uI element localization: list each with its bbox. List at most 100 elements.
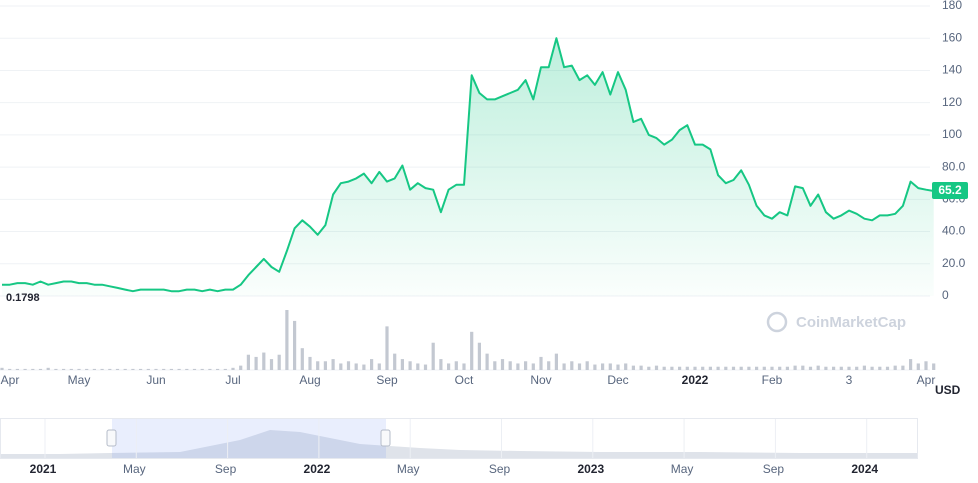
volume-bar bbox=[462, 363, 466, 370]
volume-bar bbox=[62, 368, 66, 370]
volume-bar bbox=[339, 363, 343, 370]
volume-bar bbox=[739, 366, 743, 370]
volume-bar bbox=[269, 359, 274, 370]
x-tick-label: May bbox=[68, 373, 91, 387]
volume-bar bbox=[916, 363, 920, 370]
volume-bar bbox=[878, 366, 882, 370]
volume-bar bbox=[870, 366, 874, 370]
watermark-text: CoinMarketCap bbox=[796, 314, 906, 331]
y-tick-label: 160 bbox=[942, 30, 962, 44]
min-label: 0.1798 bbox=[6, 292, 40, 304]
volume-bar bbox=[708, 366, 712, 370]
x-tick-label: Jul bbox=[225, 373, 240, 387]
y-tick-label: 0 bbox=[942, 288, 949, 302]
volume-bar bbox=[439, 359, 443, 370]
volume-bar bbox=[23, 368, 27, 370]
volume-bar bbox=[239, 365, 243, 370]
navigator-handle[interactable] bbox=[106, 429, 117, 447]
volume-bar bbox=[608, 363, 612, 370]
navigator-label: 2023 bbox=[577, 462, 604, 476]
volume-bar bbox=[539, 356, 543, 370]
price-line bbox=[2, 37, 934, 293]
volume-bar bbox=[123, 368, 127, 370]
volume-bar bbox=[185, 368, 189, 370]
x-tick-label: Oct bbox=[455, 373, 474, 387]
volume-bar bbox=[54, 368, 58, 370]
volume-bar bbox=[0, 367, 4, 370]
x-tick-label: Sep bbox=[376, 373, 398, 387]
volume-bar bbox=[932, 363, 936, 370]
volume-bar bbox=[223, 368, 227, 370]
volume-bar bbox=[593, 364, 597, 370]
volume-bar bbox=[293, 320, 297, 370]
volume-bar bbox=[624, 363, 628, 370]
x-tick-label: Aug bbox=[299, 373, 320, 387]
volume-bar bbox=[323, 361, 327, 370]
volume-bar bbox=[154, 368, 158, 370]
volume-bar bbox=[277, 354, 281, 370]
volume-bar bbox=[470, 331, 474, 370]
x-tick-label: Apr bbox=[917, 373, 936, 387]
volume-bar bbox=[924, 361, 928, 370]
navigator-label: 2022 bbox=[304, 462, 331, 476]
volume-bar bbox=[408, 361, 412, 370]
volume-bar bbox=[231, 367, 235, 370]
volume-bar bbox=[377, 363, 381, 370]
volume-bar bbox=[115, 368, 120, 370]
volume-bar bbox=[431, 342, 435, 370]
y-tick-label: 120 bbox=[942, 95, 962, 109]
y-tick-label: 20.0 bbox=[942, 256, 966, 270]
navigator-label: Sep bbox=[489, 462, 511, 476]
x-tick-label: Dec bbox=[607, 373, 628, 387]
volume-bar bbox=[131, 368, 135, 370]
volume-bar bbox=[778, 366, 782, 370]
volume-bar bbox=[331, 359, 335, 370]
volume-bar bbox=[631, 365, 635, 370]
navigator-handle[interactable] bbox=[380, 429, 391, 447]
volume-bar bbox=[308, 356, 312, 370]
price-area bbox=[2, 38, 934, 296]
volume-bar bbox=[200, 368, 204, 370]
volume-bar bbox=[701, 366, 705, 370]
navigator-selection[interactable] bbox=[112, 419, 386, 458]
volume-bar bbox=[570, 361, 574, 370]
volume-bar bbox=[69, 368, 73, 370]
volume-bar bbox=[393, 353, 397, 370]
volume-bar bbox=[639, 365, 643, 370]
navigator bbox=[0, 418, 918, 459]
navigator-label: Sep bbox=[215, 462, 237, 476]
volume-bar bbox=[423, 364, 428, 370]
volume-bar bbox=[601, 363, 605, 370]
volume-bar bbox=[654, 365, 659, 370]
y-tick-label: 40.0 bbox=[942, 224, 966, 238]
volume-bar bbox=[38, 368, 43, 370]
volume-bar bbox=[724, 366, 728, 370]
volume-bar bbox=[162, 368, 166, 370]
volume-bar bbox=[577, 363, 582, 370]
navigator-label: May bbox=[397, 462, 420, 476]
volume-bar bbox=[346, 361, 351, 370]
volume-bar bbox=[885, 366, 890, 370]
volume-bar bbox=[693, 366, 697, 370]
volume-bar bbox=[208, 368, 212, 370]
volume-bar bbox=[192, 368, 197, 370]
volume-bar bbox=[731, 366, 736, 370]
volume-bar bbox=[108, 368, 112, 370]
volume-bar bbox=[31, 368, 35, 370]
navigator-label: 2021 bbox=[30, 462, 57, 476]
volume-bar bbox=[500, 359, 505, 370]
volume-bar bbox=[678, 366, 682, 370]
navigator-area bbox=[1, 430, 917, 458]
volume-bar bbox=[747, 366, 751, 370]
y-tick-label: 180 bbox=[942, 0, 962, 12]
volume-bar bbox=[808, 366, 813, 370]
currency-label: USD bbox=[935, 383, 961, 397]
volume-bar bbox=[547, 361, 551, 370]
x-tick-label: Feb bbox=[762, 373, 783, 387]
navigator-label: May bbox=[123, 462, 146, 476]
volume-bar bbox=[92, 368, 96, 370]
y-tick-label: 100 bbox=[942, 127, 962, 141]
x-tick-label: 3 bbox=[846, 373, 853, 387]
volume-bar bbox=[662, 366, 666, 370]
navigator-label: Sep bbox=[763, 462, 785, 476]
